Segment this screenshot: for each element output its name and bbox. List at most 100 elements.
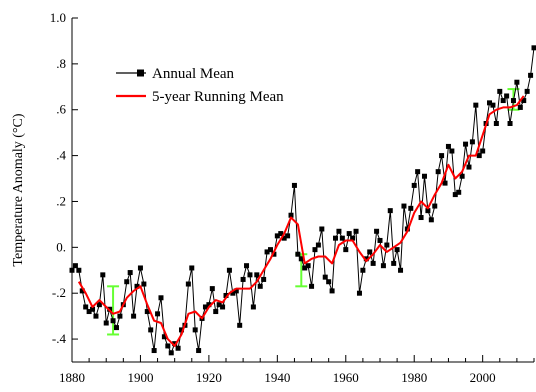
annual-mean-point	[445, 143, 451, 149]
annual-mean-point	[261, 276, 267, 282]
annual-mean-point	[370, 260, 376, 266]
annual-mean-point	[456, 189, 462, 195]
annual-mean-point	[510, 98, 516, 104]
annual-mean-point	[387, 208, 393, 214]
annual-mean-point	[134, 283, 140, 289]
annual-mean-point	[490, 102, 496, 108]
annual-mean-point	[250, 304, 256, 310]
y-tick-label: -.4	[52, 331, 67, 346]
annual-mean-point	[487, 100, 493, 106]
annual-mean-point	[110, 318, 116, 324]
annual-mean-point	[353, 228, 359, 234]
annual-mean-line	[71, 47, 535, 355]
annual-mean-point	[281, 235, 287, 241]
annual-mean-point	[367, 249, 373, 255]
annual-mean-point	[179, 327, 185, 333]
annual-mean-point	[350, 235, 356, 241]
annual-mean-point	[90, 306, 96, 312]
annual-mean-point	[155, 311, 161, 317]
annual-mean-point	[113, 325, 119, 331]
annual-mean-point	[425, 208, 431, 214]
x-tick-label: 1940	[264, 370, 290, 385]
annual-mean-point	[206, 302, 212, 308]
series-annual-mean	[69, 45, 536, 356]
annual-mean-point	[240, 276, 246, 282]
legend-running-label: 5-year Running Mean	[152, 89, 284, 105]
y-tick-label: .2	[56, 193, 66, 208]
annual-mean-point	[274, 233, 280, 239]
annual-mean-point	[394, 247, 400, 253]
annual-mean-point	[172, 341, 178, 347]
x-tick-label: 1920	[196, 370, 222, 385]
annual-mean-point	[463, 141, 469, 147]
annual-mean-point	[309, 283, 315, 289]
annual-mean-point	[336, 228, 342, 234]
annual-mean-point	[168, 350, 174, 356]
annual-mean-point	[196, 348, 202, 354]
annual-mean-point	[298, 256, 304, 262]
annual-mean-point	[384, 242, 390, 248]
annual-mean-point	[459, 173, 465, 179]
annual-mean-point	[192, 327, 198, 333]
running-mean-line	[77, 95, 525, 347]
annual-mean-point	[237, 322, 243, 328]
annual-mean-point	[295, 251, 301, 257]
annual-mean-point	[100, 272, 106, 278]
annual-mean-point	[209, 286, 215, 292]
annual-mean-point	[408, 205, 414, 211]
annual-mean-point	[96, 302, 102, 308]
annual-mean-point	[346, 231, 352, 237]
annual-mean-point	[476, 153, 482, 159]
annual-mean-point	[411, 182, 417, 188]
annual-mean-point	[175, 345, 181, 351]
annual-mean-point	[288, 212, 294, 218]
annual-mean-point	[291, 182, 297, 188]
annual-mean-point	[264, 249, 270, 255]
annual-mean-point	[524, 88, 530, 94]
annual-mean-point	[377, 237, 383, 243]
x-tick-label: 2000	[470, 370, 496, 385]
annual-mean-point	[401, 203, 407, 209]
annual-mean-point	[517, 104, 523, 110]
annual-mean-point	[189, 265, 195, 271]
annual-mean-point	[83, 304, 89, 310]
annual-mean-point	[72, 263, 78, 269]
annual-mean-point	[223, 292, 229, 298]
annual-mean-point	[333, 235, 339, 241]
annual-mean-point	[103, 320, 109, 326]
annual-mean-point	[315, 242, 321, 248]
annual-mean-point	[363, 256, 369, 262]
annual-mean-point	[469, 139, 475, 145]
annual-mean-point	[466, 164, 472, 170]
annual-mean-point	[326, 279, 332, 285]
y-tick-label: .4	[56, 148, 66, 163]
annual-mean-point	[79, 288, 85, 294]
annual-mean-point	[226, 267, 232, 273]
annual-mean-point	[497, 88, 503, 94]
annual-mean-point	[124, 279, 130, 285]
annual-mean-point	[141, 281, 147, 287]
annual-mean-point	[514, 79, 520, 85]
annual-mean-point	[247, 272, 253, 278]
annual-mean-point	[473, 102, 479, 108]
annual-mean-point	[449, 148, 455, 154]
x-tick-label: 1880	[59, 370, 85, 385]
axes-frame	[71, 18, 534, 363]
annual-mean-point	[391, 260, 397, 266]
x-tick-label: 1960	[333, 370, 359, 385]
annual-mean-point	[271, 251, 277, 257]
annual-mean-point	[93, 313, 99, 319]
y-tick-label: .6	[56, 102, 66, 117]
annual-mean-point	[305, 263, 311, 269]
annual-mean-point	[117, 313, 123, 319]
annual-mean-point	[374, 228, 380, 234]
annual-mean-point	[418, 215, 424, 221]
annual-mean-point	[319, 226, 325, 232]
x-tick-label: 1980	[401, 370, 427, 385]
legend: Annual Mean 5-year Running Mean	[116, 66, 284, 105]
annual-mean-point	[302, 265, 308, 271]
y-tick-label: -.2	[52, 285, 66, 300]
annual-mean-point	[131, 313, 137, 319]
annual-mean-point	[233, 288, 239, 294]
